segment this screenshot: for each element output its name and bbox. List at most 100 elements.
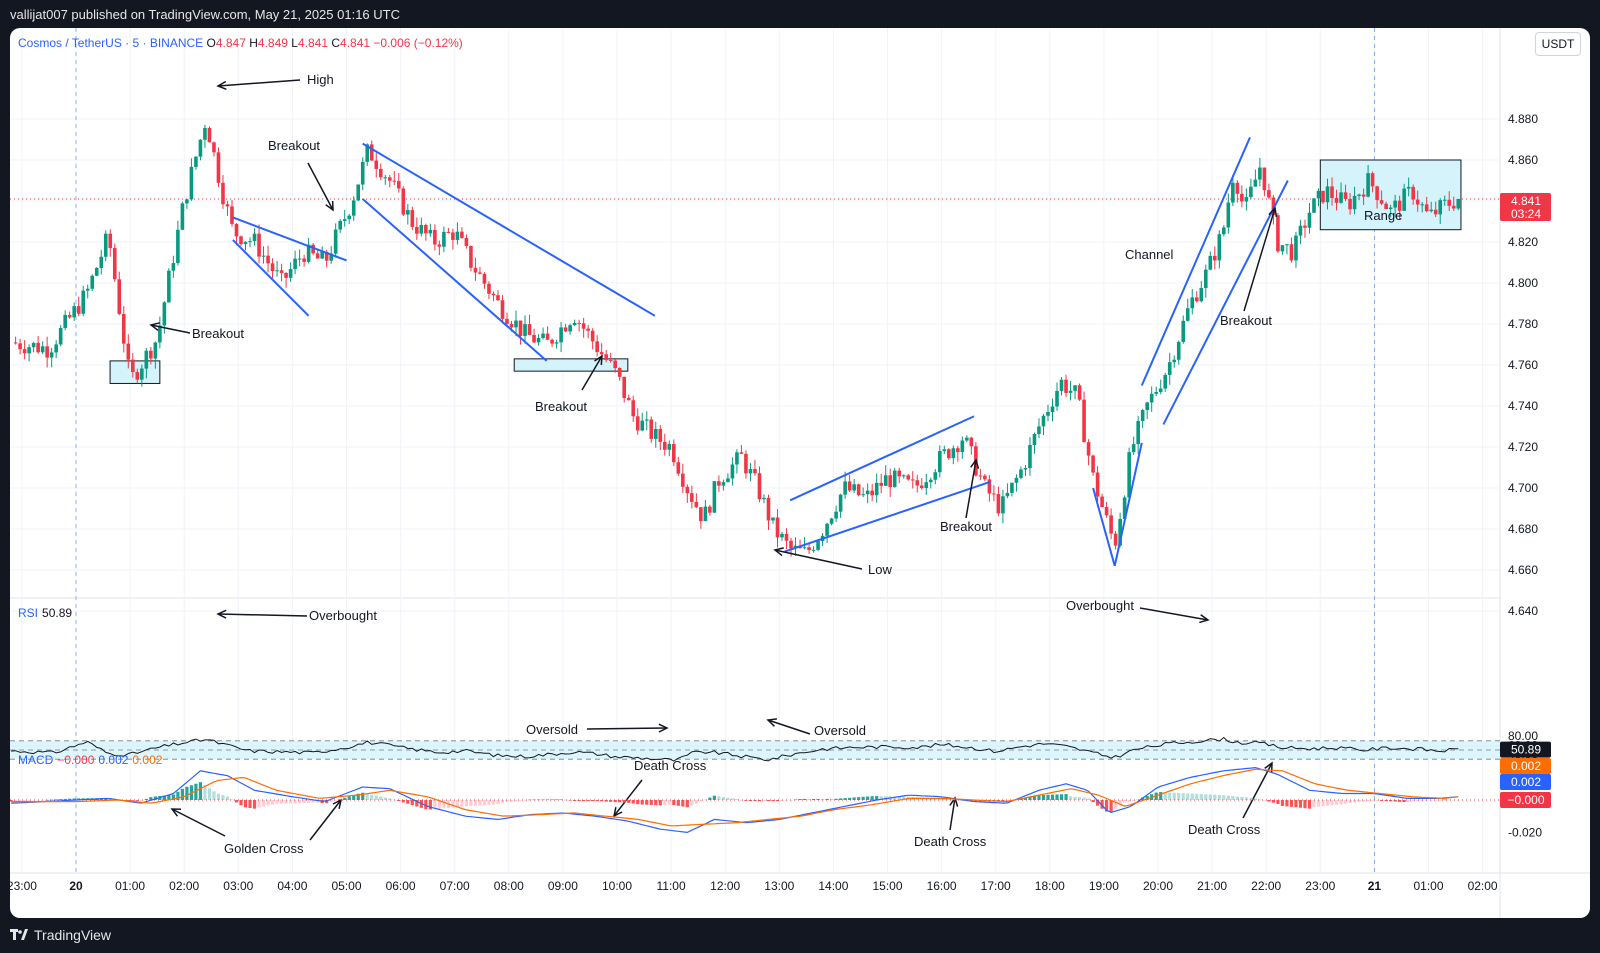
macd-histogram-bar (167, 795, 171, 800)
currency-unit-button[interactable]: USDT (1535, 32, 1581, 56)
candle-body (951, 448, 956, 459)
candle (983, 473, 987, 482)
candle-body (410, 210, 415, 227)
macd-histogram-bar (433, 800, 437, 810)
candle-body (1411, 186, 1415, 200)
candle (464, 234, 469, 249)
candle-body (1213, 255, 1217, 261)
macd-histogram-bar (1357, 800, 1361, 803)
chart-canvas[interactable]: 4.8804.8604.8404.8204.8004.7804.7604.740… (10, 28, 1590, 918)
arrow-head (612, 807, 623, 818)
macd-histogram-bar (1316, 800, 1321, 807)
candle-body (870, 490, 874, 496)
candle-body (956, 448, 960, 453)
macd-histogram-bar (699, 800, 703, 802)
symbol-legend[interactable]: Cosmos / TetherUS · 5 · BINANCE O4.847 H… (18, 36, 463, 50)
macd-hist-value: −0.000 (57, 753, 95, 767)
candle (1154, 386, 1158, 397)
arrow-shaft (217, 79, 301, 87)
macd-histogram-bar (298, 800, 302, 804)
rsi-legend[interactable]: RSI 50.89 (18, 606, 72, 620)
candle (653, 421, 658, 448)
macd-histogram-bar (893, 796, 897, 800)
candle (496, 290, 500, 302)
candle-body (446, 231, 451, 233)
time-tick-label: 01:00 (1413, 879, 1443, 893)
candle (266, 245, 270, 273)
candle (644, 411, 649, 431)
symbol-name[interactable]: Cosmos / TetherUS · 5 · BINANCE (18, 36, 204, 50)
candle (604, 349, 608, 363)
macd-histogram-bar (10, 800, 13, 802)
candle-body (401, 188, 406, 215)
candle (681, 463, 685, 494)
candle (838, 493, 843, 518)
low-value: 4.841 (297, 36, 328, 50)
candle (99, 249, 104, 275)
candle (1203, 264, 1208, 298)
macd-histogram-bar (207, 788, 212, 800)
macd-histogram-bar (252, 800, 257, 809)
time-tick-label: 08:00 (494, 879, 524, 893)
last-price-badge-text: 4.841 (1511, 194, 1541, 208)
candle-body (1343, 192, 1348, 199)
candle (1456, 198, 1461, 211)
arrow-head (1199, 614, 1210, 624)
chart-card[interactable]: 4.8804.8604.8404.8204.8004.7804.7604.740… (10, 28, 1590, 918)
candle (167, 267, 171, 303)
candle-body (1194, 297, 1199, 302)
candle-body (356, 184, 361, 201)
footer-bar: TradingView (0, 918, 1600, 953)
macd-histogram-bar (735, 799, 739, 800)
candle (117, 271, 122, 316)
candle (135, 368, 140, 384)
macd-histogram-bar (1181, 793, 1185, 800)
candle-body (18, 343, 22, 350)
candle-body (1244, 197, 1249, 202)
breakout-arrow-1 (307, 162, 334, 212)
macd-histogram-bar (789, 799, 793, 801)
candle (85, 284, 90, 299)
candle-body (978, 475, 983, 477)
macd-histogram-bar (482, 800, 487, 806)
macd-histogram-bar (293, 800, 297, 804)
tradingview-logo[interactable]: TradingView (10, 927, 111, 943)
candle-body (1122, 497, 1127, 519)
candle-body (514, 320, 518, 328)
candle (1181, 315, 1186, 344)
candle-body (1303, 225, 1307, 228)
candle (928, 477, 933, 489)
time-tick-label: 05:00 (331, 879, 361, 893)
candle (563, 323, 568, 333)
arrow-head (149, 322, 160, 332)
macd-histogram-bar (744, 800, 748, 801)
candle-body (924, 482, 929, 489)
candle (1316, 188, 1321, 207)
candle (1059, 377, 1064, 396)
macd-histogram-bar (685, 800, 689, 808)
candle-body (1321, 190, 1325, 203)
candle-body (1023, 468, 1028, 470)
candle-body (207, 127, 212, 143)
candle-body (1014, 477, 1019, 483)
macd-histogram-bar (902, 796, 906, 800)
candle (1330, 177, 1334, 206)
candle (910, 471, 915, 489)
macd-histogram-bar (1416, 800, 1420, 802)
candle-body (996, 493, 1001, 514)
macd-histogram-bar (455, 800, 460, 808)
macd-histogram-bar (951, 799, 955, 801)
candle-body (811, 549, 816, 551)
macd-histogram-bar (451, 800, 455, 808)
candle (31, 342, 36, 353)
macd-legend[interactable]: MACD −0.000 0.002 0.002 (18, 753, 162, 767)
macd-histogram-bar (1068, 796, 1073, 800)
candle-body (1240, 193, 1244, 202)
candle (171, 255, 176, 278)
macd-signal-value: 0.002 (132, 753, 163, 767)
macd-histogram-bar (541, 799, 545, 801)
candle (771, 517, 775, 524)
candle (856, 483, 861, 497)
candle-body (149, 350, 153, 359)
macd-histogram-bar (424, 800, 428, 810)
